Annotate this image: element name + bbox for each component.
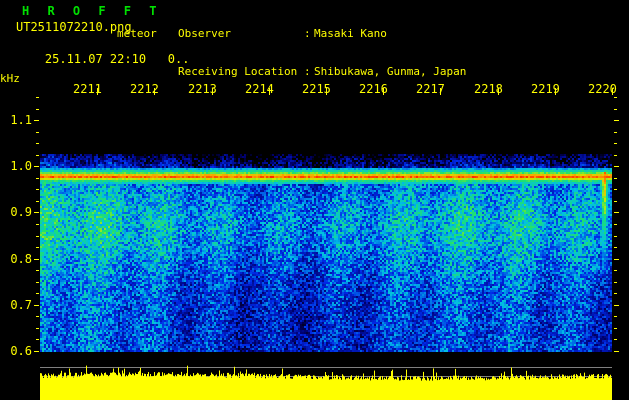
x-axis-tick <box>326 88 327 95</box>
y-axis-right-minor-tick <box>614 339 617 340</box>
y-axis-minor-tick <box>36 339 39 340</box>
signal-level-strip <box>40 352 612 400</box>
y-axis-right-minor-tick <box>614 224 617 225</box>
y-axis-right-minor-tick <box>614 178 617 179</box>
x-axis-tick <box>97 88 98 95</box>
y-axis-tick-label: 0.6 <box>10 344 32 358</box>
y-axis-right-minor-tick <box>614 316 617 317</box>
extra-value: 0.. <box>167 52 190 66</box>
info-separator: : <box>304 27 311 41</box>
y-axis-right-major-tick <box>614 212 619 213</box>
x-axis-tick <box>555 88 556 95</box>
info-separator: : <box>304 64 311 78</box>
x-axis-tick-label: 2214 <box>245 82 274 96</box>
date-time-label: 25.11.07 22:10 0.. <box>16 38 190 80</box>
spectrogram-canvas <box>40 96 612 352</box>
y-axis-minor-tick <box>36 155 39 156</box>
y-axis-minor-tick <box>36 201 39 202</box>
x-axis-tick-label: 2213 <box>188 82 217 96</box>
y-axis-right-minor-tick <box>614 282 617 283</box>
info-value: Masaki Kano <box>314 27 387 41</box>
y-axis-minor-tick <box>36 132 39 133</box>
y-axis-right-minor-tick <box>614 270 617 271</box>
y-axis-major-tick <box>34 120 39 121</box>
x-axis-tick <box>154 88 155 95</box>
y-axis-tick-label: 0.9 <box>10 205 32 219</box>
y-axis-major-tick <box>34 351 39 352</box>
y-axis-minor-tick <box>36 178 39 179</box>
x-axis-tick <box>498 88 499 95</box>
info-row-receiving-location: Receiving Location: Shibukawa, Gunma, Jap… <box>178 64 539 79</box>
y-axis-tick-label: 1.1 <box>10 113 32 127</box>
spectrogram-plot <box>40 96 612 352</box>
y-axis-minor-tick <box>36 282 39 283</box>
mode-label: meteor <box>117 27 157 40</box>
y-axis-right-major-tick <box>614 305 619 306</box>
y-axis-right-minor-tick <box>614 247 617 248</box>
y-axis-right-major-tick <box>614 351 619 352</box>
x-axis-tick <box>612 88 613 95</box>
y-axis-right-minor-tick <box>614 143 617 144</box>
info-row-observer: Observer: Masaki Kano <box>178 28 539 41</box>
x-axis-tick-label: 2216 <box>359 82 388 96</box>
y-axis-right-major-tick <box>614 259 619 260</box>
x-axis-tick <box>440 88 441 95</box>
y-axis-right-major-tick <box>614 166 619 167</box>
y-axis-minor-tick <box>36 224 39 225</box>
y-axis-right-minor-tick <box>614 328 617 329</box>
x-axis-tick <box>212 88 213 95</box>
y-axis-major-tick <box>34 259 39 260</box>
page-title: H R O F F T <box>22 4 162 18</box>
y-axis-minor-tick <box>36 97 39 98</box>
y-axis-right-minor-tick <box>614 201 617 202</box>
y-axis-right-minor-tick <box>614 236 617 237</box>
y-axis-minor-tick <box>36 328 39 329</box>
y-axis-major-tick <box>34 166 39 167</box>
y-axis-minor-tick <box>36 270 39 271</box>
x-axis-tick-label: 2219 <box>531 82 560 96</box>
y-axis-unit-label: kHz <box>0 72 20 85</box>
y-axis-right-minor-tick <box>614 293 617 294</box>
date-time-value: 25.11.07 22:10 <box>44 52 147 66</box>
y-axis-major-tick <box>34 212 39 213</box>
y-axis-right-minor-tick <box>614 97 617 98</box>
x-axis-tick-label: 2215 <box>302 82 331 96</box>
y-axis-minor-tick <box>36 293 39 294</box>
y-axis-minor-tick <box>36 109 39 110</box>
info-value: Shibukawa, Gunma, Japan <box>314 64 467 78</box>
x-axis-tick-label: 2217 <box>416 82 445 96</box>
y-axis-minor-tick <box>36 143 39 144</box>
info-key: Receiving Location <box>178 64 298 78</box>
x-axis-tick <box>383 88 384 95</box>
y-axis-tick-label: 0.7 <box>10 298 32 312</box>
y-axis-major-tick <box>34 305 39 306</box>
y-axis-right-minor-tick <box>614 132 617 133</box>
file-name-label: UT2511072210.png <box>16 20 132 34</box>
y-axis-minor-tick <box>36 316 39 317</box>
info-key: Observer <box>178 27 231 41</box>
x-axis-tick-label: 2218 <box>474 82 503 96</box>
y-axis-right-major-tick <box>614 120 619 121</box>
y-axis-tick-label: 1.0 <box>10 159 32 173</box>
x-axis-tick-label: 2220 <box>588 82 617 96</box>
y-axis-minor-tick <box>36 189 39 190</box>
signal-level-canvas <box>40 352 612 400</box>
x-axis-tick-label: 2212 <box>130 82 159 96</box>
y-axis-right-minor-tick <box>614 109 617 110</box>
y-axis-right-minor-tick <box>614 189 617 190</box>
y-axis-tick-label: 0.8 <box>10 252 32 266</box>
y-axis-minor-tick <box>36 236 39 237</box>
x-axis-tick-label: 2211 <box>73 82 102 96</box>
y-axis-minor-tick <box>36 247 39 248</box>
x-axis-tick <box>269 88 270 95</box>
y-axis-right-minor-tick <box>614 155 617 156</box>
